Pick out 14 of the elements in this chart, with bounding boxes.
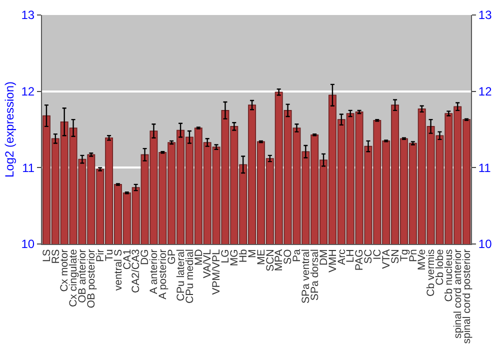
y2-tick-label: 10 bbox=[478, 237, 492, 252]
y-tick-label: 11 bbox=[22, 160, 35, 175]
x-tick-label: A posterior bbox=[157, 248, 170, 300]
x-tick-label: DG bbox=[139, 249, 152, 265]
y-tick-label: 13 bbox=[21, 8, 35, 22]
x-tick-label: MVe bbox=[416, 249, 428, 270]
y2-tick-label: 13 bbox=[478, 8, 492, 22]
x-tick-label: OB posterior bbox=[86, 248, 98, 308]
y-tick-label: 12 bbox=[21, 84, 35, 99]
y-axis-title: Log2 (expression) bbox=[2, 81, 17, 178]
y2-tick-label: 12 bbox=[478, 84, 492, 99]
x-tick-label: spinal cord posterior bbox=[460, 248, 473, 344]
y-tick-label: 10 bbox=[21, 237, 35, 252]
y2-tick-label: 11 bbox=[478, 160, 492, 175]
